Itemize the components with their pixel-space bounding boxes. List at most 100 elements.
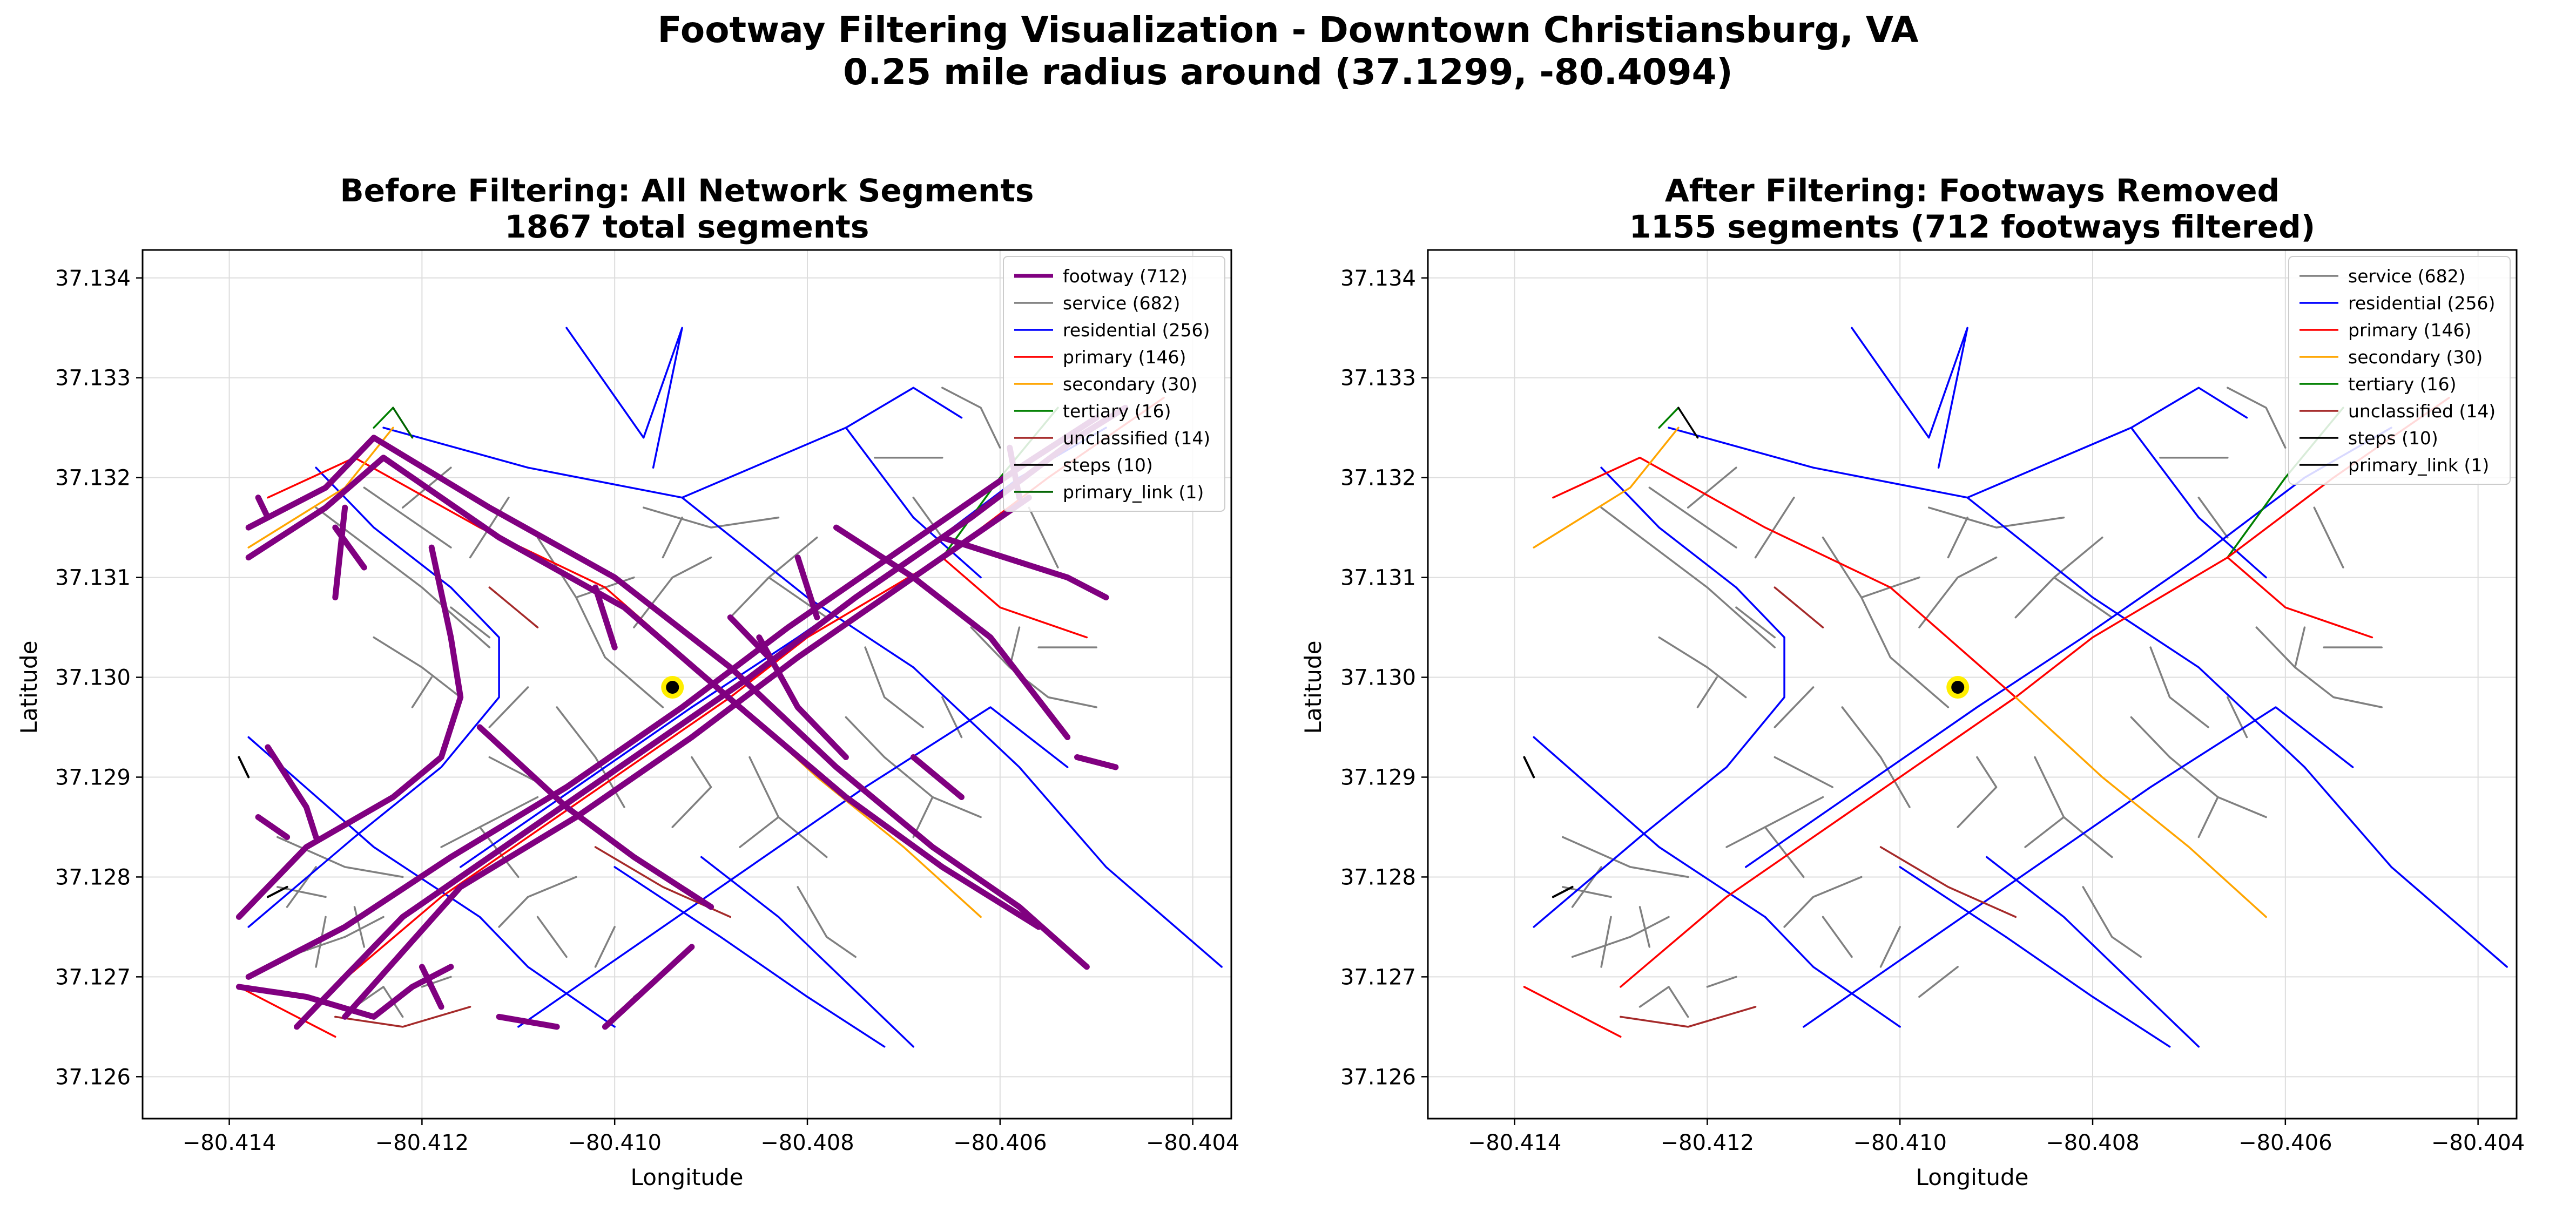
- service-segment: [353, 906, 366, 948]
- legend-label: residential (256): [2348, 293, 2495, 314]
- service-segment: [2227, 387, 2287, 449]
- service-segment: [1754, 496, 1795, 559]
- service-segment: [2255, 626, 2383, 708]
- steps-segment: [1523, 756, 1535, 778]
- service-segment: [421, 976, 452, 988]
- service-segment: [1841, 706, 1911, 808]
- service-segment: [2149, 646, 2209, 728]
- figure-title-line-1: Footway Filtering Visualization - Downto…: [657, 9, 1918, 51]
- service-segment: [1918, 966, 1959, 998]
- footway-segment: [602, 944, 695, 1030]
- x-tick-label: −80.406: [953, 1130, 1047, 1155]
- service-segment: [2024, 816, 2065, 848]
- primary-segment: [2227, 556, 2373, 639]
- x-tick-label: −80.412: [375, 1130, 469, 1155]
- service-segment: [642, 506, 780, 529]
- residential-segment: [1966, 496, 2508, 968]
- x-tick-label: −80.408: [760, 1130, 854, 1155]
- legend-box: [2288, 256, 2511, 485]
- footway-segment: [1074, 754, 1119, 770]
- service-segment: [2197, 796, 2219, 838]
- footway-segment: [833, 524, 1071, 740]
- legend-label: secondary (30): [1063, 374, 1197, 395]
- service-segment: [440, 796, 539, 848]
- y-axis-label: Latitude: [16, 641, 42, 734]
- service-segment: [1773, 756, 1834, 788]
- service-segment: [277, 836, 404, 878]
- footway-segment: [496, 1013, 560, 1030]
- tertiary-segment: [1658, 407, 1680, 429]
- service-segment: [2294, 626, 2306, 668]
- residential-segment: [1851, 327, 1968, 469]
- axes-frame: [141, 249, 1232, 1120]
- service-segment: [2130, 716, 2171, 759]
- y-tick-label: 37.133: [55, 366, 131, 391]
- y-tick-label: 37.133: [1340, 366, 1416, 391]
- residential-segment: [1899, 866, 2171, 1048]
- service-segment: [1879, 926, 1901, 968]
- service-segment: [662, 516, 683, 559]
- unclassified-segment: [334, 1006, 471, 1028]
- footway-segment: [910, 754, 965, 800]
- panel-title-line-1: After Filtering: Footways Removed: [1665, 172, 2280, 209]
- service-segment: [1696, 676, 1718, 708]
- residential-segment: [1533, 736, 1901, 1028]
- unclassified-segment: [488, 586, 539, 628]
- legend-label: steps (10): [2348, 428, 2438, 449]
- footway-segment: [727, 614, 772, 661]
- service-segment: [353, 986, 404, 1018]
- residential-segment: [2130, 427, 2267, 579]
- service-segment: [604, 656, 664, 708]
- legend-label: steps (10): [1063, 455, 1153, 476]
- service-segment: [2227, 696, 2248, 739]
- service-segment: [498, 876, 577, 928]
- residential-segment: [247, 736, 616, 1028]
- secondary-segment: [2014, 696, 2267, 918]
- residential-segment: [845, 427, 982, 579]
- y-tick-label: 37.131: [55, 566, 131, 591]
- footway-segment: [592, 584, 618, 651]
- service-segment: [1889, 656, 1950, 708]
- x-tick-label: −80.408: [2046, 1130, 2139, 1155]
- residential-segment: [1533, 466, 1785, 928]
- service-segment: [941, 696, 963, 739]
- y-tick-label: 37.127: [55, 965, 131, 990]
- service-segment: [1725, 796, 1824, 848]
- service-segment: [1957, 756, 1998, 828]
- residential-segment: [700, 856, 915, 1048]
- service-segment: [2082, 886, 2142, 958]
- y-tick-label: 37.134: [55, 266, 131, 291]
- legend-label: service (682): [1063, 293, 1180, 314]
- center-point-marker: [666, 681, 679, 694]
- footway-segment: [794, 554, 820, 621]
- legend: service (682) residential (256) primary (1…: [2288, 256, 2511, 485]
- x-tick-label: −80.414: [1468, 1130, 1561, 1155]
- legend-label: residential (256): [1063, 320, 1210, 341]
- y-tick-label: 37.126: [55, 1065, 131, 1089]
- x-tick-label: −80.414: [183, 1130, 276, 1155]
- service-segment: [536, 916, 568, 958]
- footway-segment: [756, 634, 849, 760]
- service-segment: [363, 486, 452, 549]
- service-segment: [1735, 606, 1776, 639]
- footway-segment: [245, 435, 1090, 970]
- footway-segment: [255, 495, 271, 521]
- service-segment: [1600, 506, 1776, 648]
- primary-segment: [1552, 456, 2017, 699]
- x-tick-label: −80.412: [1661, 1130, 1754, 1155]
- service-segment: [739, 816, 780, 848]
- footway-segment: [476, 724, 714, 910]
- y-axis-label: Latitude: [1300, 641, 1326, 734]
- service-segment: [2053, 576, 2113, 619]
- service-segment: [1822, 916, 1853, 958]
- unclassified-segment: [1773, 586, 1824, 628]
- residential-segment: [613, 866, 886, 1048]
- x-tick-label: −80.404: [2431, 1130, 2525, 1155]
- y-tick-label: 37.132: [1340, 466, 1416, 491]
- service-segment: [488, 686, 529, 728]
- x-tick-label: −80.406: [2238, 1130, 2332, 1155]
- service-segment: [912, 496, 943, 539]
- service-segment: [633, 556, 712, 628]
- legend-label: footway (712): [1063, 266, 1188, 287]
